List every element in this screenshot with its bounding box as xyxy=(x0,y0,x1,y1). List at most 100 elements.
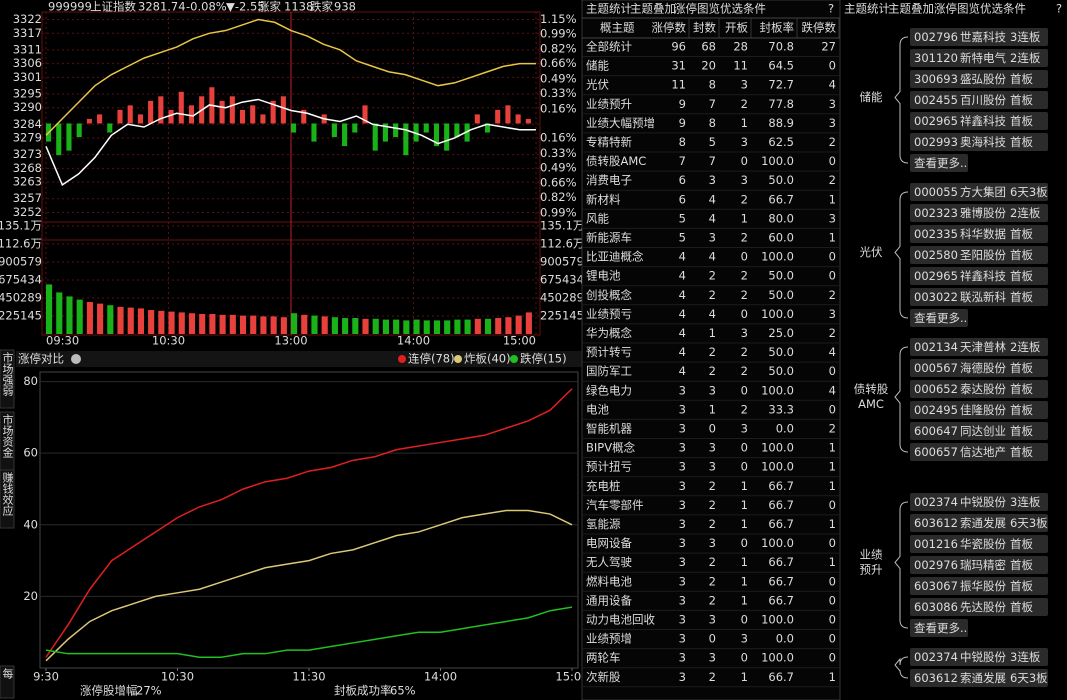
theme-name[interactable]: 汽车零部件 xyxy=(586,498,644,512)
theme-name[interactable]: 氢能源 xyxy=(586,517,621,531)
y2-tick-label: 0.33% xyxy=(540,86,577,100)
table-cell: 3 xyxy=(741,422,748,436)
theme-name[interactable]: 创投概念 xyxy=(586,288,632,302)
column-header[interactable]: 概主题 xyxy=(600,21,635,35)
theme-name[interactable]: 锂电池 xyxy=(586,269,621,283)
theme-name[interactable]: 业绩大幅预增 xyxy=(586,116,655,130)
tab[interactable]: 主题统计 xyxy=(586,2,632,16)
table-cell: 11 xyxy=(733,59,748,73)
table-cell: 2 xyxy=(829,135,836,149)
stock-chip[interactable] xyxy=(910,535,1048,553)
tab[interactable]: ? xyxy=(828,2,834,16)
stock-chip[interactable] xyxy=(910,225,1048,243)
column-header[interactable]: 跌停数 xyxy=(802,21,837,35)
stock-chip[interactable] xyxy=(910,648,1048,666)
theme-name[interactable]: 燃料电池 xyxy=(586,574,632,588)
tab[interactable]: ? xyxy=(1056,2,1062,16)
theme-name[interactable]: 充电桩 xyxy=(586,479,621,493)
stock-chip[interactable] xyxy=(910,443,1048,461)
stock-chip[interactable] xyxy=(910,422,1048,440)
stock-chip[interactable] xyxy=(910,556,1048,574)
stock-chip[interactable] xyxy=(910,112,1048,130)
tab[interactable]: 优选条件 xyxy=(980,2,1026,16)
theme-name[interactable]: 储能 xyxy=(586,59,609,73)
theme-name[interactable]: 全部统计 xyxy=(586,40,632,54)
theme-name[interactable]: 华为概念 xyxy=(586,326,632,340)
stock-chip[interactable] xyxy=(910,577,1048,595)
more-button[interactable] xyxy=(910,154,968,172)
theme-name[interactable]: 预计转亏 xyxy=(586,345,632,359)
volume-bar xyxy=(280,317,287,334)
theme-name[interactable]: 业绩预亏 xyxy=(586,307,632,321)
stock-chip[interactable] xyxy=(910,91,1048,109)
column-header[interactable]: 封板率 xyxy=(760,21,795,35)
theme-name[interactable]: 次新股 xyxy=(586,670,621,684)
theme-name[interactable]: 无人驾驶 xyxy=(586,555,632,569)
theme-name[interactable]: 债转股AMC xyxy=(586,154,646,168)
theme-name[interactable]: 风能 xyxy=(586,211,609,225)
stock-chip[interactable] xyxy=(910,359,1048,377)
column-header[interactable]: 封数 xyxy=(693,21,716,35)
theme-name[interactable]: 两轮车 xyxy=(586,651,621,665)
stock-chip[interactable] xyxy=(910,267,1048,285)
more-link[interactable]: 查看更多.. xyxy=(914,311,967,325)
stock-chip[interactable] xyxy=(910,598,1048,616)
tab[interactable]: 涨停图览 xyxy=(934,2,980,16)
stock-name: 奥海科技 xyxy=(960,135,1006,149)
x-tick-label: 9:30 xyxy=(33,670,59,684)
stock-chip[interactable] xyxy=(910,70,1048,88)
side-tab[interactable]: 赚钱效应 xyxy=(1,471,14,517)
stock-chip[interactable] xyxy=(910,338,1048,356)
theme-name[interactable]: BIPV概念 xyxy=(586,441,636,455)
stock-chip[interactable] xyxy=(910,669,1048,687)
side-tab-box[interactable] xyxy=(0,469,15,529)
theme-name[interactable]: 电池 xyxy=(586,402,609,416)
stock-chip[interactable] xyxy=(910,49,1048,67)
tab[interactable]: 主题统计 xyxy=(844,2,890,16)
theme-name[interactable]: 业绩预升 xyxy=(586,97,632,111)
theme-name[interactable]: 专精特新 xyxy=(586,135,632,149)
tab[interactable]: 涨停图览 xyxy=(674,2,720,16)
stock-chip[interactable] xyxy=(910,514,1048,532)
more-button[interactable] xyxy=(910,619,968,637)
info-icon[interactable] xyxy=(71,354,81,364)
table-cell: 0 xyxy=(829,364,836,378)
volume-tick-label: 112.6万 xyxy=(0,237,42,251)
side-tab[interactable]: 市场强弱 xyxy=(1,351,14,397)
theme-name[interactable]: 国防军工 xyxy=(586,364,632,378)
side-tab[interactable]: 每 xyxy=(1,667,14,680)
stock-chip[interactable] xyxy=(910,380,1048,398)
side-tab[interactable]: 市场资金 xyxy=(1,413,14,458)
more-link[interactable]: 查看更多.. xyxy=(914,156,967,170)
tab[interactable]: 主题叠加 xyxy=(888,2,934,16)
theme-name[interactable]: 业绩预增 xyxy=(586,632,632,646)
side-tab-box[interactable] xyxy=(0,665,15,699)
side-tab-box[interactable] xyxy=(0,349,15,409)
stock-chip[interactable] xyxy=(910,28,1048,46)
more-link[interactable]: 查看更多.. xyxy=(914,621,967,635)
theme-name[interactable]: 电网设备 xyxy=(586,536,632,550)
column-header[interactable]: 涨停数 xyxy=(652,21,687,35)
theme-name[interactable]: 新能源车 xyxy=(586,231,632,245)
more-button[interactable] xyxy=(910,309,968,327)
tab[interactable]: 主题叠加 xyxy=(630,2,676,16)
theme-name[interactable]: 新材料 xyxy=(586,192,621,206)
theme-name[interactable]: 智能机器 xyxy=(586,422,632,436)
theme-name[interactable]: 消费电子 xyxy=(586,173,632,187)
stock-chip[interactable] xyxy=(910,204,1048,222)
stock-chip[interactable] xyxy=(910,401,1048,419)
stock-chip[interactable] xyxy=(910,288,1048,306)
theme-name[interactable]: 动力电池回收 xyxy=(586,613,655,627)
stock-chip[interactable] xyxy=(910,493,1048,511)
column-header[interactable]: 开板 xyxy=(725,21,748,35)
stock-chip[interactable] xyxy=(910,133,1048,151)
stock-chip[interactable] xyxy=(910,183,1048,201)
theme-name[interactable]: 光伏 xyxy=(586,78,609,92)
table-cell: 68 xyxy=(701,40,716,54)
stock-chip[interactable] xyxy=(910,246,1048,264)
tab[interactable]: 优选条件 xyxy=(720,2,766,16)
theme-name[interactable]: 预计扭亏 xyxy=(586,460,632,474)
theme-name[interactable]: 比亚迪概念 xyxy=(586,250,644,264)
theme-name[interactable]: 通用设备 xyxy=(586,593,632,607)
theme-name[interactable]: 绿色电力 xyxy=(586,383,632,397)
